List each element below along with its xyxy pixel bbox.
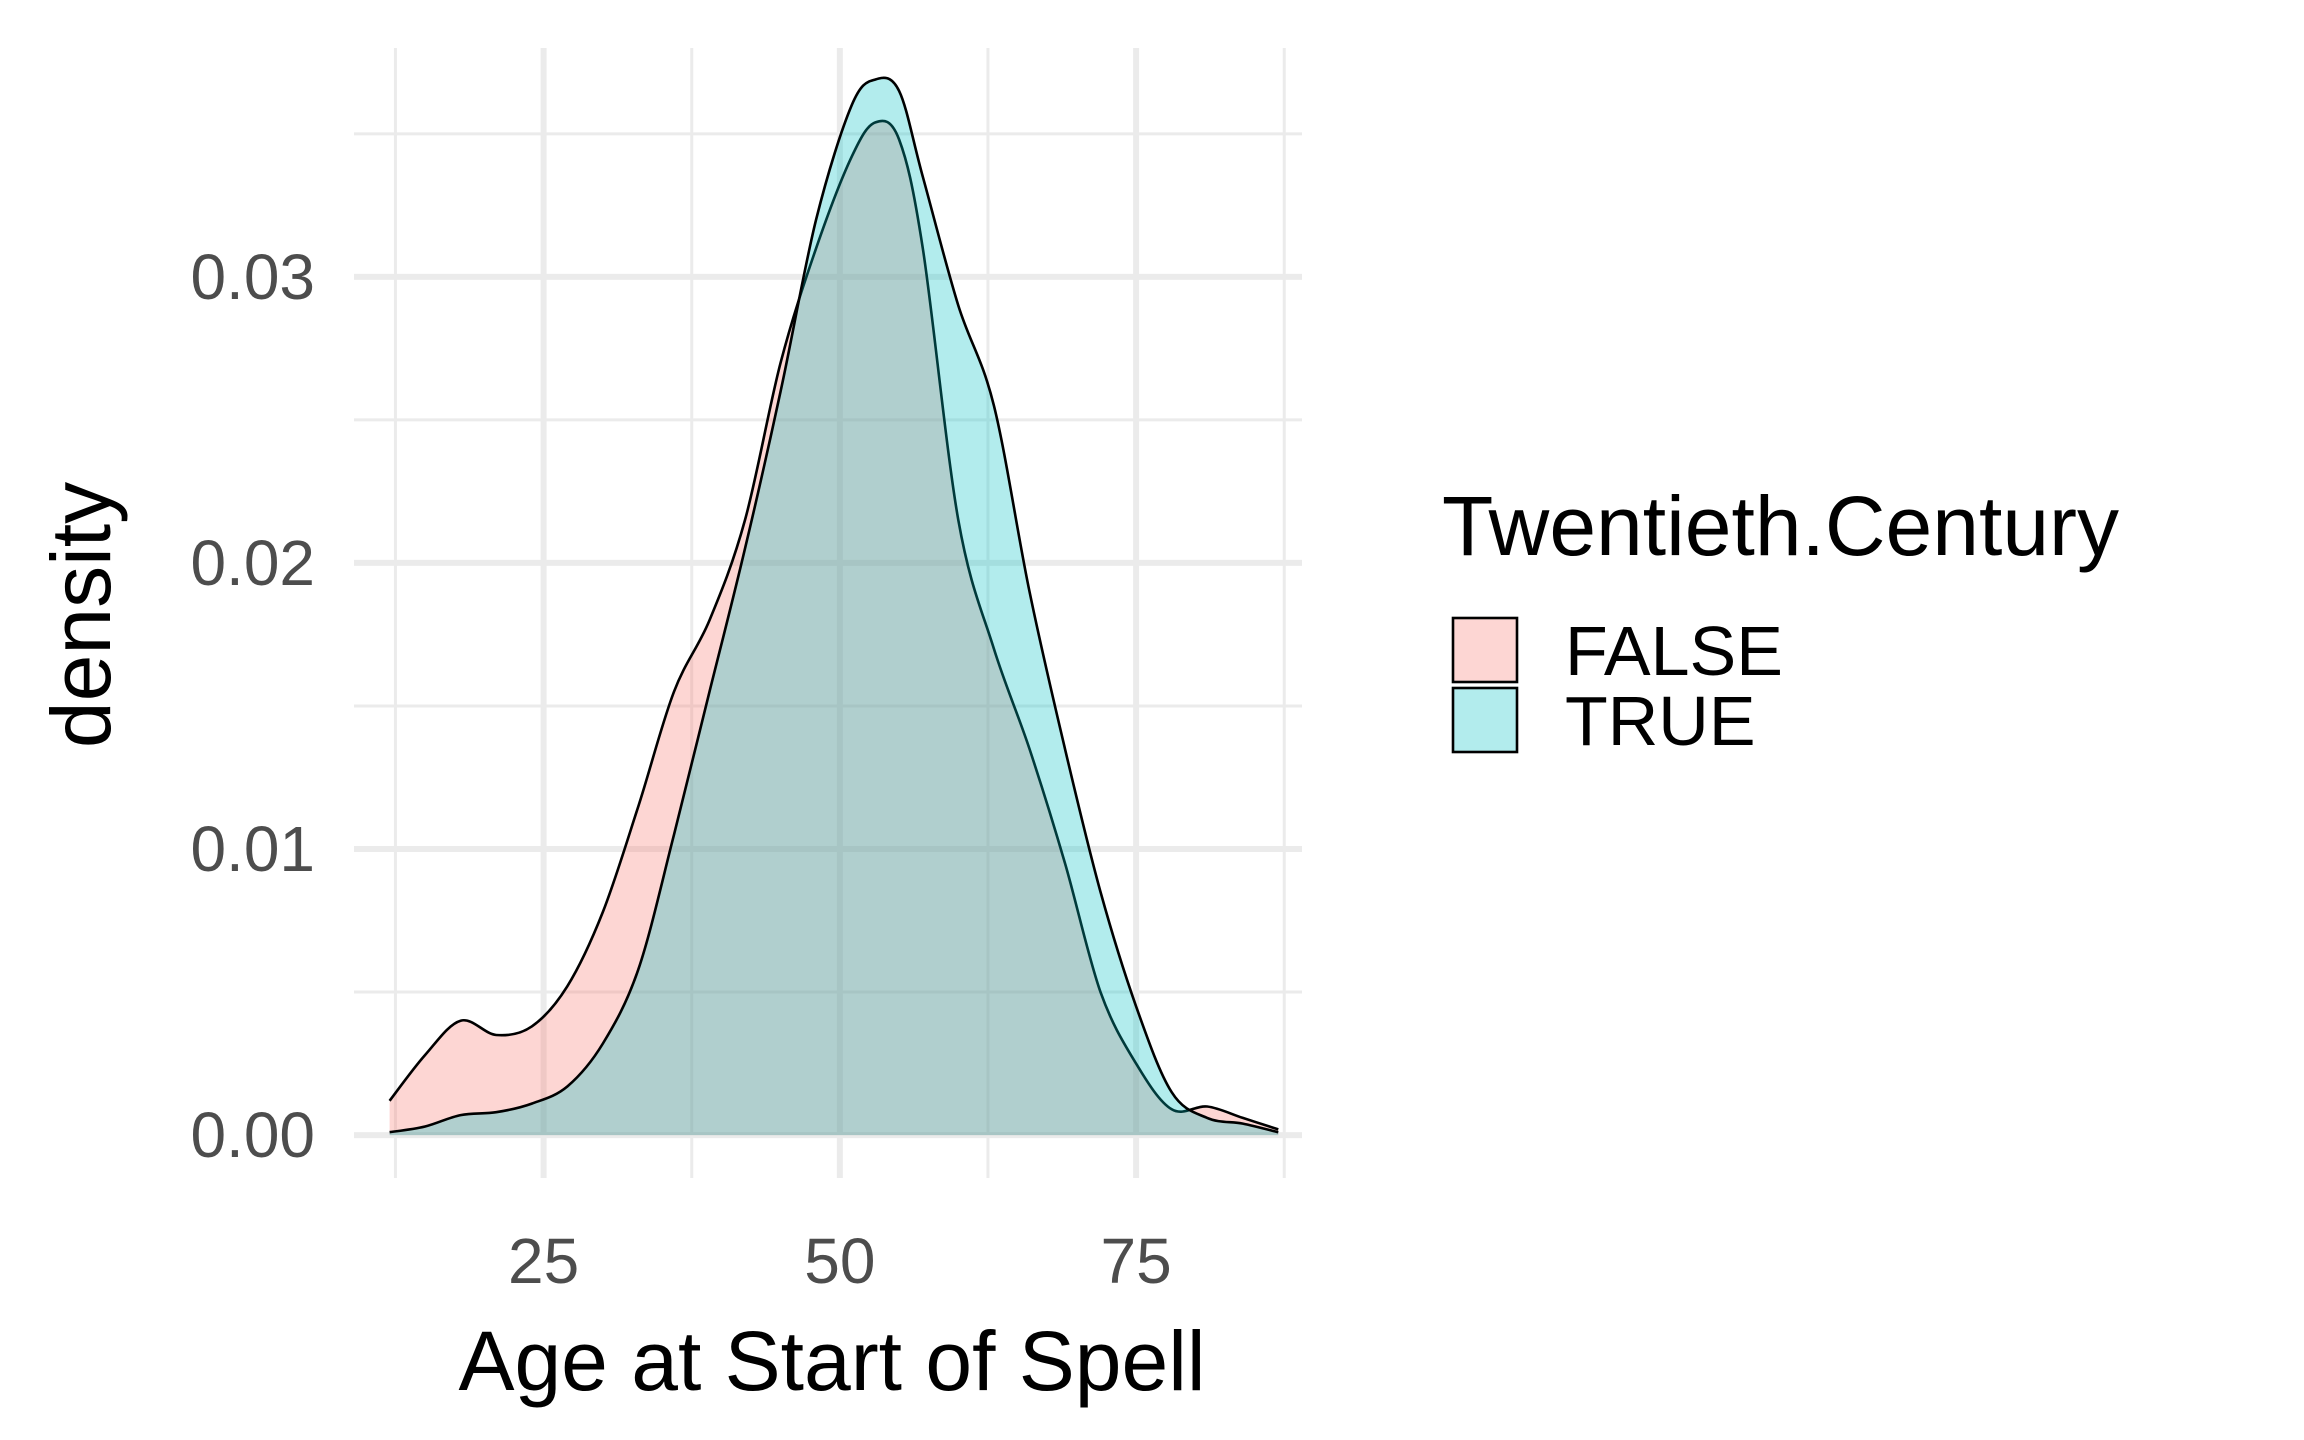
x-tick-label: 50 (804, 1225, 875, 1297)
y-axis-tick-labels: 0.00 0.01 0.02 0.03 (190, 241, 315, 1171)
major-gridlines (354, 48, 1302, 1178)
legend-key-true (1451, 686, 1519, 754)
y-tick-label: 0.00 (190, 1099, 315, 1171)
density-line-false (388, 119, 1279, 1131)
x-tick-label: 75 (1101, 1225, 1172, 1297)
minor-gridlines (354, 48, 1302, 1178)
legend-label-false: FALSE (1565, 612, 1783, 690)
legend-key-false (1451, 616, 1519, 684)
density-line-true (389, 76, 1279, 1134)
x-tick-label: 25 (508, 1225, 579, 1297)
y-tick-label: 0.02 (190, 527, 315, 599)
y-axis-title: density (34, 482, 128, 748)
legend-title: Twentieth.Century (1442, 479, 2119, 573)
x-axis-tick-labels: 25 50 75 (508, 1225, 1172, 1297)
density-series (388, 76, 1279, 1136)
legend-label-true: TRUE (1565, 682, 1756, 760)
y-tick-label: 0.01 (190, 813, 315, 885)
density-area-true (389, 77, 1279, 1136)
legend-key-background-true (1453, 688, 1517, 752)
y-tick-label: 0.03 (190, 241, 315, 313)
density-area-false (389, 120, 1279, 1136)
legend-key-background-false (1453, 618, 1517, 682)
x-axis-title: Age at Start of Spell (458, 1314, 1205, 1408)
